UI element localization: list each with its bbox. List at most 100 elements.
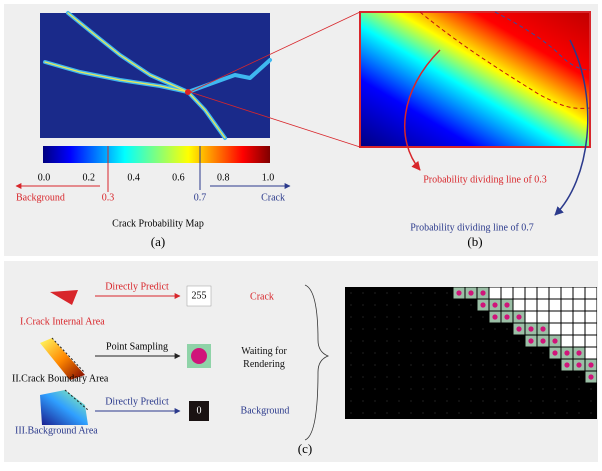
cell-dot	[399, 353, 400, 354]
cell-point	[504, 302, 509, 307]
cell-dot	[351, 377, 352, 378]
cell-dot	[591, 389, 592, 390]
colorbar-tick-label: 0.6	[172, 172, 185, 183]
cell-point	[564, 362, 569, 367]
cell-crack	[538, 312, 549, 323]
cell-dot	[387, 353, 388, 354]
cell-point	[468, 290, 473, 295]
cell-dot	[555, 365, 556, 366]
cell-crack	[514, 288, 525, 299]
cell-dot	[351, 293, 352, 294]
area-label: II.Crack Boundary Area	[12, 373, 109, 384]
colorbar-tick-label: 1.0	[262, 172, 275, 183]
cell-dot	[495, 353, 496, 354]
cell-dot	[471, 377, 472, 378]
cell-dot	[543, 401, 544, 402]
cell-dot	[363, 317, 364, 318]
cell-dot	[447, 305, 448, 306]
cell-dot	[375, 389, 376, 390]
cell-dot	[555, 377, 556, 378]
cell-dot	[411, 317, 412, 318]
cell-dot	[471, 353, 472, 354]
cell-point	[504, 314, 509, 319]
cell-dot	[519, 413, 520, 414]
cell-crack	[490, 288, 501, 299]
cell-dot	[363, 341, 364, 342]
cell-point	[552, 338, 557, 343]
cell-dot	[423, 353, 424, 354]
cell-dot	[495, 341, 496, 342]
cell-dot	[375, 341, 376, 342]
cell-dot	[531, 377, 532, 378]
cell-dot	[579, 389, 580, 390]
cell-crack	[538, 288, 549, 299]
cell-dot	[447, 401, 448, 402]
cell-dot	[399, 377, 400, 378]
action: Directly Predict	[105, 396, 169, 407]
cell-dot	[363, 377, 364, 378]
cell-dot	[351, 353, 352, 354]
colorbar-tick-label: 0.2	[83, 172, 96, 183]
cell-dot	[447, 317, 448, 318]
annotation: Probability dividing line of 0.7	[410, 222, 534, 233]
cell-dot	[399, 293, 400, 294]
cell-dot	[411, 365, 412, 366]
annotation: Probability dividing line of 0.3	[423, 174, 547, 185]
cell-dot	[387, 401, 388, 402]
cell-dot	[531, 401, 532, 402]
cell-dot	[519, 353, 520, 354]
cell-dot	[435, 293, 436, 294]
cell-dot	[591, 401, 592, 402]
cell-dot	[399, 365, 400, 366]
cell-dot	[447, 389, 448, 390]
cell-dot	[459, 365, 460, 366]
cell-dot	[351, 413, 352, 414]
cell-dot	[351, 389, 352, 390]
area-label: I.Crack Internal Area	[20, 316, 105, 327]
cell-dot	[483, 377, 484, 378]
cell-dot	[471, 329, 472, 330]
cell-point	[540, 326, 545, 331]
cell-dot	[447, 341, 448, 342]
cell-dot	[351, 365, 352, 366]
result: Background	[241, 405, 290, 416]
cell-dot	[423, 401, 424, 402]
colorbar-tick-label: 0.4	[127, 172, 140, 183]
cell-dot	[519, 401, 520, 402]
cell-dot	[375, 365, 376, 366]
cell-point	[576, 362, 581, 367]
cell-dot	[411, 401, 412, 402]
cell-dot	[507, 329, 508, 330]
cell-crack	[538, 300, 549, 311]
colorbar-tick-label: 0.8	[217, 172, 230, 183]
panel-tag: (c)	[298, 441, 312, 456]
cell-point	[540, 338, 545, 343]
cell-crack	[586, 324, 597, 335]
cell-crack	[550, 288, 561, 299]
cell-dot	[531, 365, 532, 366]
cell-dot	[483, 329, 484, 330]
cell-point	[528, 338, 533, 343]
cell-dot	[567, 389, 568, 390]
cell-dot	[495, 377, 496, 378]
cell-crack	[550, 324, 561, 335]
cell-dot	[567, 413, 568, 414]
cell-crack	[562, 300, 573, 311]
cell-dot	[387, 329, 388, 330]
cell-point	[492, 302, 497, 307]
cell-point	[480, 302, 485, 307]
sample-point	[191, 348, 207, 364]
cell-dot	[483, 401, 484, 402]
cell-dot	[447, 377, 448, 378]
cell-dot	[399, 305, 400, 306]
cell-dot	[483, 389, 484, 390]
cell-dot	[387, 365, 388, 366]
cell-dot	[423, 329, 424, 330]
cell-dot	[375, 293, 376, 294]
cell-dot	[459, 317, 460, 318]
cell-dot	[519, 365, 520, 366]
cell-crack	[514, 300, 525, 311]
colorbar	[43, 146, 270, 163]
cell-dot	[411, 377, 412, 378]
cell-point	[516, 314, 521, 319]
